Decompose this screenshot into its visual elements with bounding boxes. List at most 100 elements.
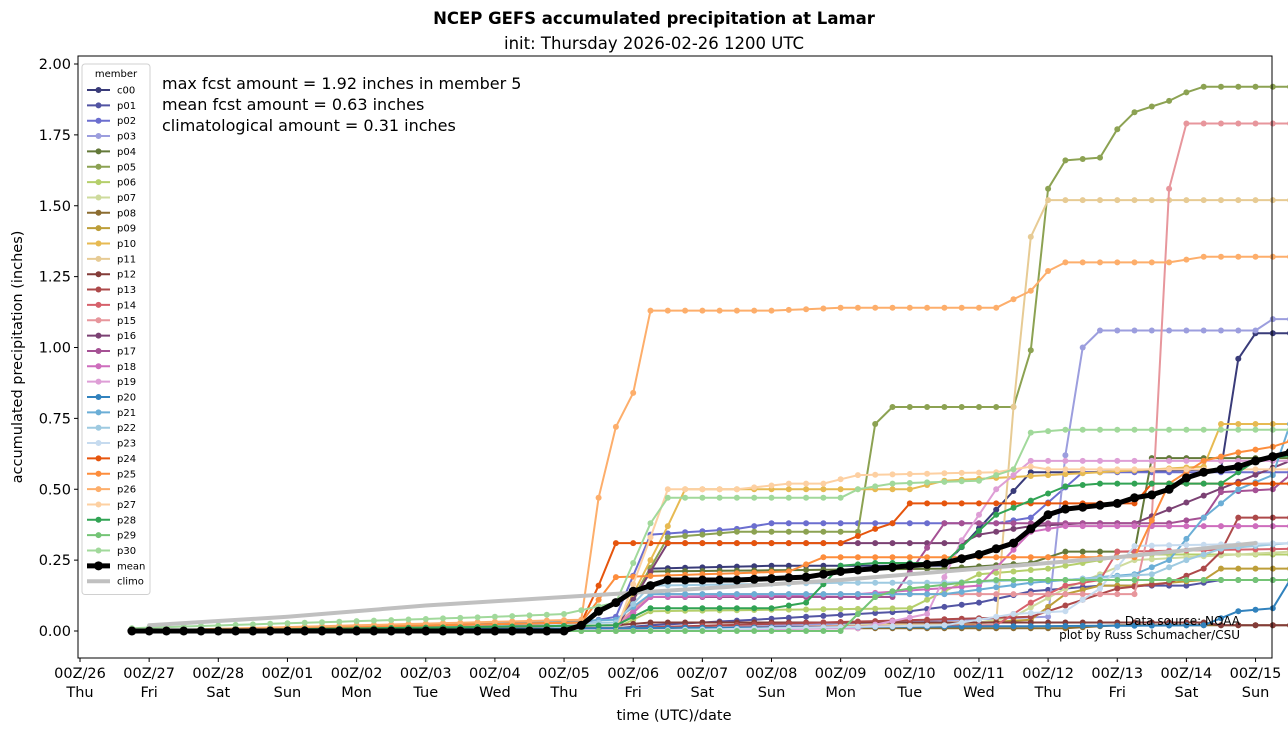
series-layer: [127, 83, 1288, 636]
data-point-p30: [1252, 426, 1259, 433]
data-point-mean: [1181, 473, 1191, 483]
legend-entry-p08: p08: [87, 208, 136, 219]
data-point-p26: [941, 304, 948, 311]
data-point-p19: [976, 511, 982, 518]
data-point-mean: [680, 575, 690, 585]
data-point-p18: [1235, 523, 1242, 530]
data-point-mean: [455, 626, 465, 636]
legend-entry-p02: p02: [87, 116, 136, 127]
plot-credit-text: plot by Russ Schumacher/CSU: [1059, 628, 1240, 642]
plot-frame: [77, 55, 1273, 659]
data-point-p30: [1114, 426, 1121, 433]
data-point-p17: [924, 544, 931, 551]
data-point-p09: [1269, 565, 1276, 572]
data-point-p10: [785, 486, 792, 493]
data-point-p13: [820, 619, 827, 626]
data-point-p30: [370, 617, 377, 624]
data-point-p29: [612, 628, 619, 634]
data-point-p28: [1027, 497, 1034, 504]
data-point-p10: [803, 486, 810, 493]
data-point-p26: [1027, 287, 1034, 294]
data-point-p26: [854, 304, 861, 311]
data-point-p30: [1200, 426, 1207, 433]
data-point-p23: [958, 619, 965, 626]
data-point-mean: [749, 574, 759, 584]
data-point-p05: [906, 404, 913, 410]
data-point-p17: [1183, 517, 1190, 524]
data-point-p26: [924, 304, 931, 311]
data-point-p24: [958, 500, 965, 507]
data-point-p27: [1183, 466, 1190, 473]
data-point-p30: [543, 611, 550, 618]
data-point-mean: [646, 581, 655, 591]
data-point-p03: [1183, 327, 1190, 334]
data-point-p30: [249, 621, 256, 628]
data-point-p18: [1010, 546, 1017, 553]
data-point-p20: [1183, 622, 1190, 629]
data-point-p05: [1269, 83, 1276, 90]
data-point-p25: [785, 568, 792, 575]
data-point-p10: [1269, 421, 1276, 427]
data-point-p06: [993, 569, 1000, 576]
legend-entry-p30: p30: [87, 546, 136, 557]
data-point-p23: [1131, 543, 1138, 549]
data-point-p21: [906, 591, 913, 598]
data-point-p10: [647, 557, 654, 564]
data-point-p19: [1166, 457, 1173, 464]
x-tick-label: 00Z/09: [815, 666, 867, 682]
x-tick-label: 00Z/14: [1161, 666, 1213, 682]
data-point-mean: [697, 575, 707, 585]
data-point-p24: [751, 540, 758, 547]
data-point-p14: [1269, 546, 1276, 553]
data-point-p22: [906, 579, 913, 586]
data-point-p11: [1218, 197, 1224, 204]
x-tick-label: 00Z/01: [262, 666, 314, 682]
data-point-p02: [751, 523, 758, 530]
data-point-p07: [1148, 556, 1155, 563]
data-point-p28: [1062, 483, 1069, 490]
legend-entry-p24: p24: [87, 454, 136, 465]
data-point-p26: [1010, 296, 1017, 303]
data-point-p19: [924, 611, 931, 617]
data-point-p10: [1062, 471, 1069, 478]
data-point-p25: [803, 561, 810, 568]
legend-entry-p09: p09: [87, 224, 136, 235]
chart-title: NCEP GEFS accumulated precipitation at L…: [433, 9, 875, 28]
data-point-p19: [1131, 457, 1138, 464]
legend-label: p22: [117, 423, 136, 434]
data-point-mean: [1043, 510, 1053, 520]
data-point-p05: [733, 528, 740, 535]
data-point-p15: [1166, 185, 1173, 192]
data-point-p29: [1114, 577, 1121, 583]
data-point-p06: [820, 606, 827, 613]
data-point-p04: [1079, 548, 1086, 555]
data-point-p25: [733, 570, 740, 577]
data-point-p30: [578, 607, 585, 614]
data-point-p13: [1148, 581, 1155, 588]
data-point-p15: [1200, 120, 1207, 127]
series-line-climo: [147, 541, 1258, 628]
legend-entry-p23: p23: [87, 439, 136, 450]
data-point-p04: [1062, 548, 1069, 555]
data-point-p25: [1010, 554, 1017, 561]
data-point-p29: [1010, 577, 1017, 583]
data-point-p30: [319, 619, 325, 626]
legend-swatch-marker: [95, 117, 102, 124]
data-point-mean: [801, 572, 811, 582]
data-point-p07: [1252, 550, 1259, 557]
data-point-p27: [872, 471, 879, 478]
data-point-p26: [474, 619, 481, 626]
data-point-p30: [440, 615, 446, 622]
data-point-p23: [1166, 542, 1173, 549]
data-point-p17: [1218, 489, 1224, 496]
data-source-text: Data source: NOAA: [1125, 614, 1241, 628]
data-point-p26: [595, 494, 602, 501]
data-point-mean: [473, 626, 483, 636]
data-point-c00: [1269, 330, 1276, 337]
data-point-mean: [888, 562, 897, 572]
data-point-p05: [716, 530, 723, 537]
data-point-mean: [1216, 464, 1226, 474]
y-tick-label: 0.25: [39, 553, 71, 569]
data-point-p25: [1062, 554, 1069, 561]
legend-entry-p19: p19: [87, 377, 136, 388]
